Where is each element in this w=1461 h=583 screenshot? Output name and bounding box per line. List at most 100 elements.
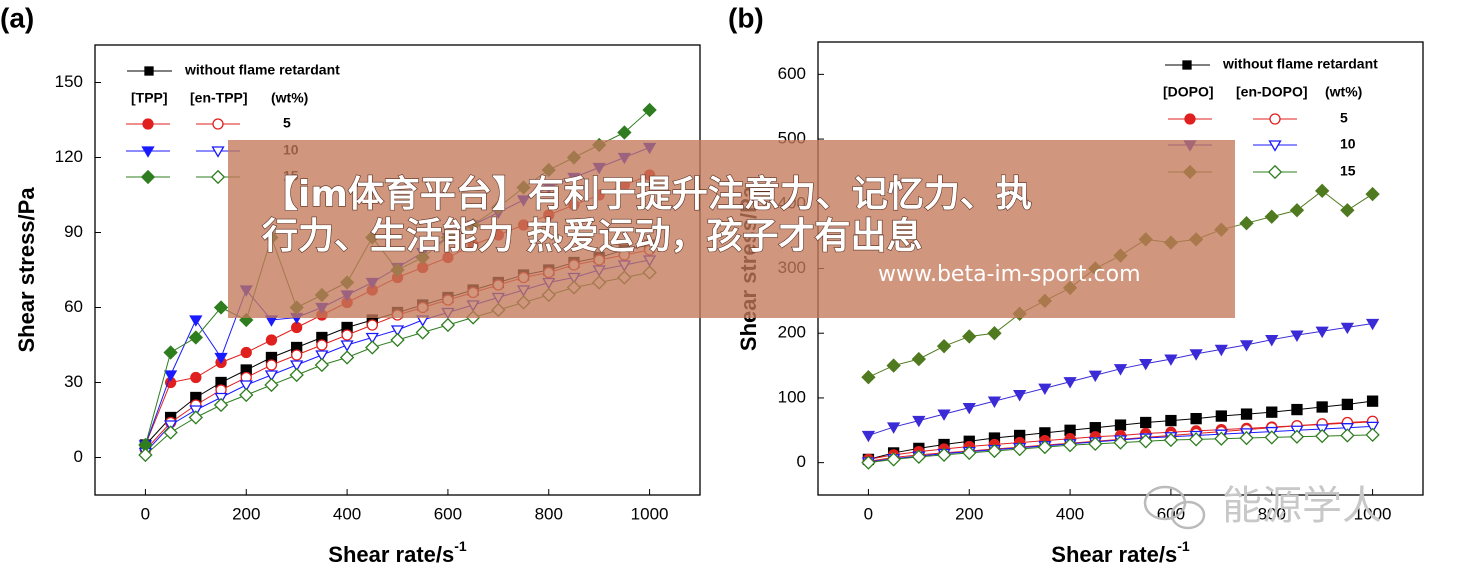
marker — [188, 410, 204, 425]
marker — [936, 338, 952, 354]
x-axis-label-sup: -1 — [1177, 538, 1190, 554]
marker — [1113, 435, 1128, 450]
y-tick-label: 100 — [778, 387, 806, 406]
marker — [911, 449, 927, 464]
marker — [1365, 421, 1380, 434]
marker — [1214, 431, 1229, 446]
marker — [1239, 340, 1254, 352]
marker — [212, 118, 224, 130]
banner-line: 【im体育平台】有利于提升注意力、记忆力、执 — [262, 174, 1032, 215]
marker — [1063, 377, 1077, 389]
x-tick-label: 800 — [535, 504, 563, 523]
marker — [239, 380, 253, 392]
marker — [962, 329, 977, 344]
marker — [962, 402, 976, 415]
marker — [937, 409, 951, 421]
marker — [214, 352, 228, 365]
marker — [1012, 441, 1027, 457]
marker — [1267, 164, 1283, 180]
banner-line: 行力、生活能力 热爱运动，孩子才有出息 — [262, 216, 923, 257]
legend-unit: (wt%) — [1325, 84, 1362, 100]
x-axis-label: Shear rate/s-1 — [328, 538, 467, 567]
marker — [239, 387, 254, 403]
x-tick-label: 400 — [1056, 504, 1084, 523]
marker — [366, 319, 378, 331]
marker — [962, 445, 977, 461]
marker — [1013, 390, 1027, 402]
marker — [1165, 414, 1177, 427]
marker — [1189, 349, 1203, 361]
legend-label: 5 — [283, 115, 291, 131]
marker — [1365, 318, 1380, 331]
y-tick-label: 60 — [64, 297, 83, 316]
y-tick-label: 0 — [797, 452, 806, 471]
marker — [1316, 401, 1328, 413]
x-tick-label: 1000 — [631, 504, 669, 523]
marker — [1037, 439, 1053, 455]
x-axis-label-text: Shear rate/s — [328, 542, 454, 567]
marker — [1264, 209, 1279, 224]
marker — [390, 325, 405, 337]
y-tick-label: 600 — [778, 64, 806, 83]
marker — [210, 169, 226, 185]
marker — [341, 329, 353, 341]
legend-header: [DOPO] — [1163, 84, 1214, 100]
marker — [142, 118, 154, 130]
marker — [1138, 434, 1153, 449]
panel-label: (a) — [0, 2, 34, 33]
marker — [1184, 113, 1196, 125]
watermark: 能源学人 — [1222, 483, 1382, 529]
marker — [1365, 427, 1380, 442]
legend-header: [TPP] — [131, 90, 168, 106]
y-axis-label: Shear stress/Pa — [14, 187, 39, 353]
marker — [912, 415, 926, 428]
marker — [886, 358, 901, 373]
marker — [1114, 419, 1127, 431]
marker — [1190, 412, 1202, 425]
marker — [1315, 326, 1329, 339]
x-tick-label: 200 — [955, 504, 983, 523]
marker — [617, 125, 632, 140]
marker — [163, 345, 178, 360]
marker — [1314, 428, 1330, 444]
x-tick-label: 600 — [434, 504, 462, 523]
legend-label: 15 — [1340, 163, 1356, 179]
y-tick-label: 90 — [64, 222, 83, 241]
marker — [211, 146, 225, 158]
marker — [886, 452, 901, 467]
marker — [1113, 364, 1128, 376]
marker — [390, 332, 405, 348]
marker — [1088, 436, 1103, 452]
legend-label: 10 — [1340, 136, 1356, 152]
marker — [240, 346, 252, 359]
watermark-icon — [1143, 485, 1206, 530]
marker — [1163, 432, 1179, 448]
marker — [1239, 430, 1254, 446]
marker — [1269, 113, 1281, 125]
x-tick-label: 0 — [141, 504, 150, 523]
marker — [1265, 335, 1279, 347]
marker — [911, 351, 927, 367]
marker — [861, 430, 876, 443]
x-tick-label: 800 — [1258, 504, 1286, 523]
marker — [140, 169, 156, 185]
marker — [1214, 344, 1228, 357]
y-tick-label: 150 — [55, 72, 83, 91]
marker — [1266, 406, 1278, 418]
y-tick-label: 120 — [55, 147, 83, 166]
marker — [440, 317, 456, 333]
legend-header: [en-TPP] — [190, 90, 248, 106]
marker — [642, 102, 657, 118]
marker — [1289, 203, 1305, 218]
marker — [1239, 216, 1254, 231]
y-tick-label: 200 — [778, 323, 806, 342]
marker — [415, 325, 430, 340]
marker — [163, 425, 178, 440]
marker — [987, 326, 1002, 341]
marker — [1268, 140, 1282, 152]
marker — [1215, 410, 1227, 422]
marker — [1366, 395, 1379, 407]
marker — [987, 443, 1002, 459]
marker — [213, 397, 229, 413]
